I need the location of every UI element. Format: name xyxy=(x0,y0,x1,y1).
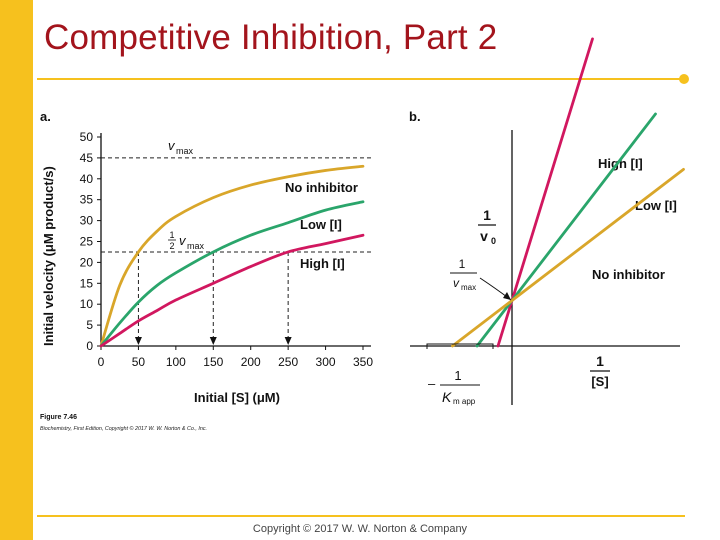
figure-caption-title: Figure 7.46 xyxy=(40,414,77,421)
x-tick-label: 0 xyxy=(98,355,105,369)
x-tick-label: 50 xyxy=(132,355,146,369)
y-tick-label: 5 xyxy=(86,318,93,332)
panel-b-x-label-den: [S] xyxy=(591,374,608,389)
panel-b-intercept-sub: max xyxy=(461,283,476,292)
reciprocal-line-low xyxy=(475,112,657,348)
reciprocal-line-high xyxy=(496,37,594,348)
y-tick-label: 0 xyxy=(86,339,93,353)
panel-b-label: b. xyxy=(409,109,421,124)
y-tick-label: 40 xyxy=(80,172,94,186)
half-label-sub: max xyxy=(187,241,205,251)
curve-low xyxy=(99,200,365,348)
vmax-label-sub: max xyxy=(176,146,194,156)
slide-title: Competitive Inhibition, Part 2 xyxy=(44,18,498,57)
y-tick-label: 50 xyxy=(80,130,94,144)
x-tick-label: 350 xyxy=(353,355,373,369)
reciprocal-label-low: Low [I] xyxy=(635,198,677,213)
panel-b-intercept-num: 1 xyxy=(459,257,466,271)
panel-b-km-den: K xyxy=(442,389,452,405)
accent-sidebar xyxy=(0,0,33,540)
reciprocal-line-no xyxy=(451,167,685,348)
figure-caption-source: Biochemistry, First Edition, Copyright ©… xyxy=(40,425,207,432)
reciprocal-label-high: High [I] xyxy=(598,156,643,171)
panel-b-y-label-num: 1 xyxy=(483,207,491,223)
panel-a-y-axis-label: Initial velocity (μM product/s) xyxy=(41,166,56,346)
title-divider xyxy=(37,78,683,80)
x-tick-label: 300 xyxy=(316,355,336,369)
reciprocal-label-no: No inhibitor xyxy=(592,267,665,282)
km-arrowhead xyxy=(209,337,217,345)
y-tick-label: 45 xyxy=(80,151,94,165)
panel-a-label: a. xyxy=(40,109,51,124)
vmax-label: v xyxy=(168,138,176,153)
panel-b-y-label-sub: 0 xyxy=(491,236,496,246)
km-arrowhead xyxy=(134,337,142,345)
y-tick-label: 35 xyxy=(80,193,94,207)
x-tick-label: 200 xyxy=(241,355,261,369)
panel-b-km-bracket xyxy=(426,343,494,349)
series-label-low: Low [I] xyxy=(300,217,342,232)
curve-no xyxy=(99,164,365,348)
y-tick-label: 25 xyxy=(80,235,94,249)
panel-b-km-sub: m app xyxy=(453,397,476,406)
panel-b-x-label-num: 1 xyxy=(596,353,604,369)
series-label-no: No inhibitor xyxy=(285,180,358,195)
panel-b-intercept-arrowhead xyxy=(503,292,511,300)
y-tick-label: 20 xyxy=(80,255,94,269)
series-label-high: High [I] xyxy=(300,256,345,271)
y-tick-label: 15 xyxy=(80,276,94,290)
half-label-v: v xyxy=(179,233,187,248)
x-tick-label: 100 xyxy=(166,355,186,369)
copyright-footer: Copyright © 2017 W. W. Norton & Company xyxy=(252,523,468,535)
half-label-num: 1 xyxy=(169,230,174,240)
panel-b-km-minus: – xyxy=(428,376,436,391)
x-tick-label: 150 xyxy=(203,355,223,369)
y-tick-label: 30 xyxy=(80,214,94,228)
x-tick-label: 250 xyxy=(278,355,298,369)
curve-high xyxy=(99,233,365,348)
half-label-den: 2 xyxy=(169,241,174,251)
panel-b-km-num: 1 xyxy=(454,368,461,383)
y-tick-label: 10 xyxy=(80,297,94,311)
km-arrowhead xyxy=(284,337,292,345)
footer-divider xyxy=(37,515,685,517)
title-divider-dot xyxy=(679,74,689,84)
panel-b-intercept-den: v xyxy=(453,276,460,290)
panel-b-y-label-den: v xyxy=(480,228,488,244)
panel-a-x-axis-label: Initial [S] (μM) xyxy=(194,390,280,405)
